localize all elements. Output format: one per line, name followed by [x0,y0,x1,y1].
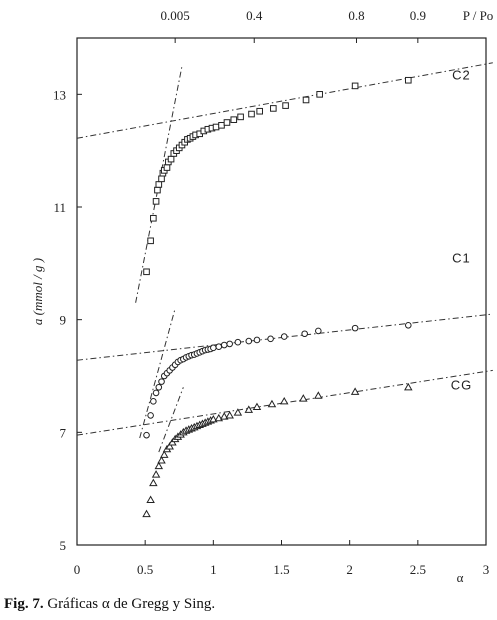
square-point [351,82,359,90]
caption-label: Fig. 7. [4,596,44,612]
top-tick-label: 0.8 [348,8,364,23]
top-tick-label: 0.005 [161,8,190,23]
fit-line [76,62,493,139]
y-tick-label: 7 [60,425,67,440]
data-points [142,76,413,518]
fit-line [76,369,493,436]
circle-point [253,336,261,344]
x-tick-label: 2 [346,562,353,577]
series-cg [142,382,413,518]
x-tick-label: 0 [74,562,81,577]
x-tick-label: 1.5 [273,562,289,577]
figure-caption: Fig. 7. Gráficas α de Gregg y Sing. [4,596,215,613]
square-point [404,76,412,84]
x-tick-label: 3 [483,562,490,577]
circle-point [150,398,157,405]
series-label-c1: C1 [452,251,471,266]
triangle-point [154,461,164,470]
top-tick-label: 0.4 [246,8,263,23]
triangle-point [225,411,234,419]
triangle-point [146,495,155,503]
triangle-point [244,405,254,413]
square-point [316,91,323,98]
circle-point [301,330,308,338]
series-labels: C2 C1 CG [451,68,473,393]
circle-point [234,338,242,346]
circle-point [143,431,150,439]
plot-axes: 0 0.5 1 1.5 2 2.5 3 5 7 9 11 13 0.005 0.4 0.8 0.9 P / Po… [30,8,493,585]
series-c1 [143,322,412,439]
y-tick-label: 13 [53,87,66,102]
square-point [154,186,161,194]
circle-point [226,340,233,348]
fit-line [139,308,176,439]
triangle-point [159,450,169,458]
square-point [155,181,163,188]
circle-point [155,383,163,391]
circle-point [280,333,288,340]
triangle-point [404,382,413,391]
circle-point [245,337,253,345]
triangle-point [165,442,174,450]
square-point [158,175,165,183]
square-point [282,102,289,109]
fit-lines [76,62,493,453]
circle-point [220,341,228,349]
square-point [223,119,231,126]
x-tick-label: 0.5 [137,562,153,577]
y-axis-title: a (mmol / g ) [30,258,45,325]
triangle-point [157,456,166,464]
y-tick-label: 11 [53,200,66,215]
square-point [152,198,160,205]
triangle-point [350,387,360,395]
circle-point [215,343,223,351]
square-point [212,123,220,131]
square-point [163,164,171,171]
square-point [167,155,175,163]
triangle-point [299,394,308,402]
circle-point [210,344,217,352]
triangle-point [151,470,161,478]
x-axis-title: α [457,570,464,585]
square-point [256,107,263,115]
triangle-point [267,399,277,408]
series-c2 [143,76,412,276]
square-point [230,116,238,123]
circle-point [404,322,412,329]
square-point [302,96,310,104]
x-tick-label: 2.5 [410,562,426,577]
square-point [218,122,225,129]
alpha-plot: 0 0.5 1 1.5 2 2.5 3 5 7 9 11 13 0.005 0.4 0.8 0.9 P / Po… [30,8,493,585]
triangle-point [233,408,243,416]
triangle-point [142,509,151,518]
y-tick-label: 5 [60,538,67,553]
triangle-point [149,478,158,487]
square-point [237,113,244,121]
fit-line [76,313,493,361]
plot-frame [76,37,487,546]
square-point [270,105,277,112]
circle-point [147,412,154,419]
circle-point [152,389,160,397]
circle-point [351,324,359,332]
caption-text: Gráficas α de Gregg y Sing. [47,596,216,612]
top-tick-label: 0.9 [410,8,426,23]
square-point [150,214,157,222]
top-axis-title: P / Po [463,8,494,23]
triangle-point [252,402,262,411]
square-point [143,268,150,276]
triangle-point [279,396,289,405]
circle-point [267,335,274,343]
square-point [248,110,255,118]
circle-point [315,327,322,335]
series-label-c2: C2 [452,68,471,83]
series-label-cg: CG [451,377,473,392]
triangle-point [314,391,323,399]
fit-line [158,387,184,453]
x-tick-label: 1 [210,562,217,577]
square-point [147,237,154,245]
circle-point [158,378,165,385]
y-tick-label: 9 [60,313,67,328]
